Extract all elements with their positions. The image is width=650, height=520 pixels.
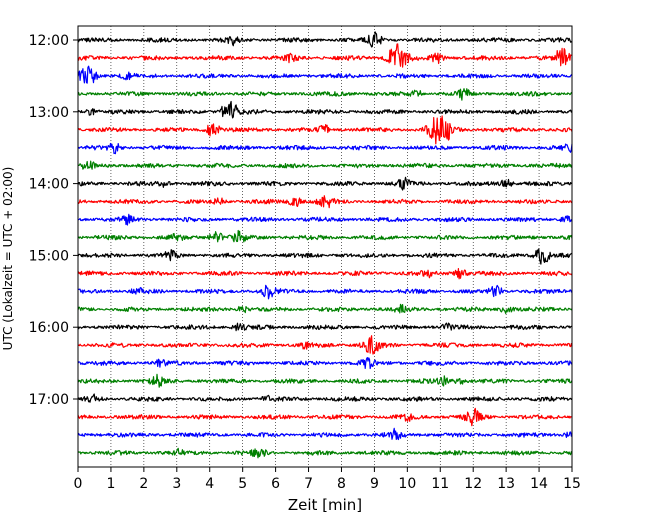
y-tick-label: 16:00 bbox=[29, 320, 69, 336]
trace-line bbox=[77, 373, 573, 388]
y-axis-ticks: 12:00 13:00 14:00 15:00 16:00 17:00 bbox=[29, 33, 78, 408]
trace-line bbox=[77, 407, 573, 427]
x-tick-label: 7 bbox=[304, 476, 313, 492]
y-tick-label: 12:00 bbox=[29, 33, 69, 49]
x-tick-label: 10 bbox=[398, 476, 416, 492]
x-tick-label: 1 bbox=[106, 476, 115, 492]
y-tick-label: 17:00 bbox=[29, 392, 69, 408]
trace-line bbox=[77, 213, 573, 226]
y-axis-label: UTC (Lokalzeit = UTC + 02:00) bbox=[1, 167, 15, 351]
trace-line bbox=[77, 65, 573, 84]
x-tick-label: 11 bbox=[431, 476, 449, 492]
x-tick-label: 2 bbox=[139, 476, 148, 492]
y-tick-label: 13:00 bbox=[29, 105, 69, 121]
x-tick-label: 9 bbox=[370, 476, 379, 492]
trace-line bbox=[77, 393, 573, 403]
trace-line bbox=[77, 322, 573, 332]
trace-line bbox=[77, 335, 573, 355]
trace-line bbox=[77, 356, 573, 370]
x-axis-ticks: 0 1 2 3 4 5 6 7 8 9 10 11 12 13 14 15 bbox=[74, 467, 581, 492]
trace-line bbox=[77, 142, 573, 155]
trace-line bbox=[77, 195, 573, 209]
plot-frame bbox=[77, 25, 573, 468]
trace-line bbox=[77, 115, 573, 145]
x-tick-label: 3 bbox=[172, 476, 181, 492]
x-axis-label: Zeit [min] bbox=[288, 496, 362, 514]
x-tick-label: 12 bbox=[464, 476, 482, 492]
trace-line bbox=[77, 303, 573, 315]
trace-line bbox=[77, 267, 573, 280]
y-tick-label: 14:00 bbox=[29, 177, 69, 193]
x-tick-label: 5 bbox=[238, 476, 247, 492]
x-tick-label: 14 bbox=[530, 476, 548, 492]
trace-line bbox=[77, 176, 573, 191]
x-tick-label: 8 bbox=[337, 476, 346, 492]
x-tick-label: 6 bbox=[271, 476, 280, 492]
trace-line bbox=[77, 427, 573, 441]
y-tick-label: 15:00 bbox=[29, 248, 69, 264]
trace-line bbox=[77, 43, 573, 68]
trace-line bbox=[77, 160, 573, 170]
trace-line bbox=[77, 284, 573, 300]
seismic-traces bbox=[77, 31, 573, 459]
x-tick-label: 15 bbox=[563, 476, 581, 492]
trace-line bbox=[77, 88, 573, 101]
x-tick-label: 0 bbox=[74, 476, 83, 492]
x-tick-label: 13 bbox=[497, 476, 515, 492]
x-tick-label: 4 bbox=[205, 476, 214, 492]
trace-line bbox=[77, 229, 573, 243]
trace-line bbox=[77, 31, 573, 48]
trace-line bbox=[77, 447, 573, 459]
trace-line bbox=[77, 248, 573, 265]
trace-line bbox=[77, 100, 573, 119]
